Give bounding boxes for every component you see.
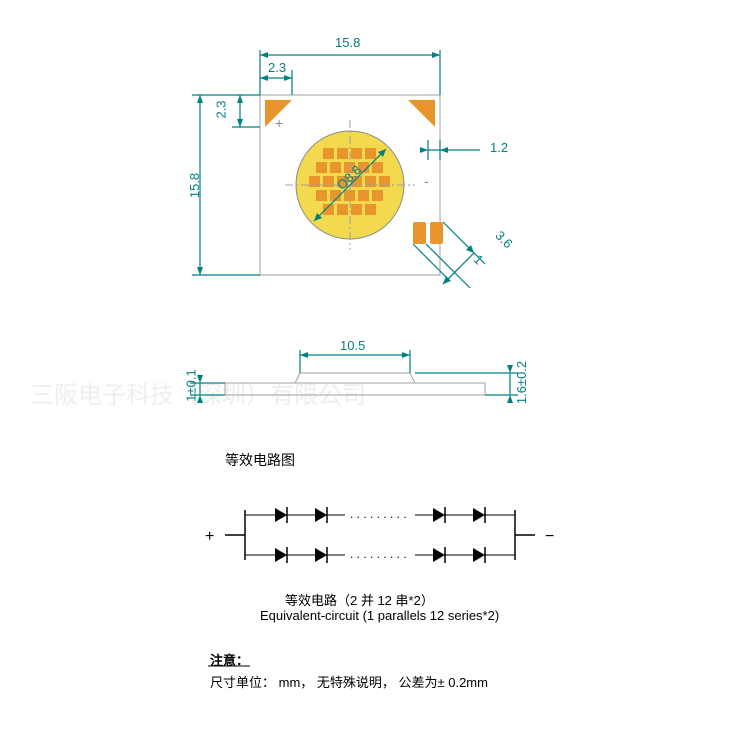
note-underline [208,665,258,669]
dim-right-gap: 1.2 [490,140,508,155]
svg-text:-: - [424,173,429,189]
svg-text:. . . . . . . . .: . . . . . . . . . [350,547,407,561]
dim-side-top: 10.5 [340,338,365,353]
dim-left-height: 15.8 [187,173,202,198]
note-body: 尺寸单位： mm， 无特殊说明， 公差为± 0.2mm [210,672,488,691]
top-view-drawing: + - [140,20,600,330]
circuit-caption-cn: 等效电路（2 并 12 串*2） [285,590,434,609]
circuit-section-title: 等效电路图 [225,450,295,470]
dim-top-width: 15.8 [335,35,360,50]
dim-corner-y: 2.3 [214,100,229,118]
equivalent-circuit: . . . . . . . . . . . . . . . . . . [215,490,555,580]
circuit-minus: − [545,528,554,546]
dim-side-right: 1.6±0.2 [514,361,529,404]
circuit-caption-en: Equivalent-circuit (1 parallels 12 serie… [260,608,499,623]
dim-side-left: 1±0.1 [184,369,199,401]
dim-corner-x: 2.3 [268,60,286,75]
side-view-drawing [140,335,600,425]
circuit-plus: + [205,528,214,546]
svg-text:. . . . . . . . .: . . . . . . . . . [350,507,407,521]
svg-text:+: + [275,115,283,131]
